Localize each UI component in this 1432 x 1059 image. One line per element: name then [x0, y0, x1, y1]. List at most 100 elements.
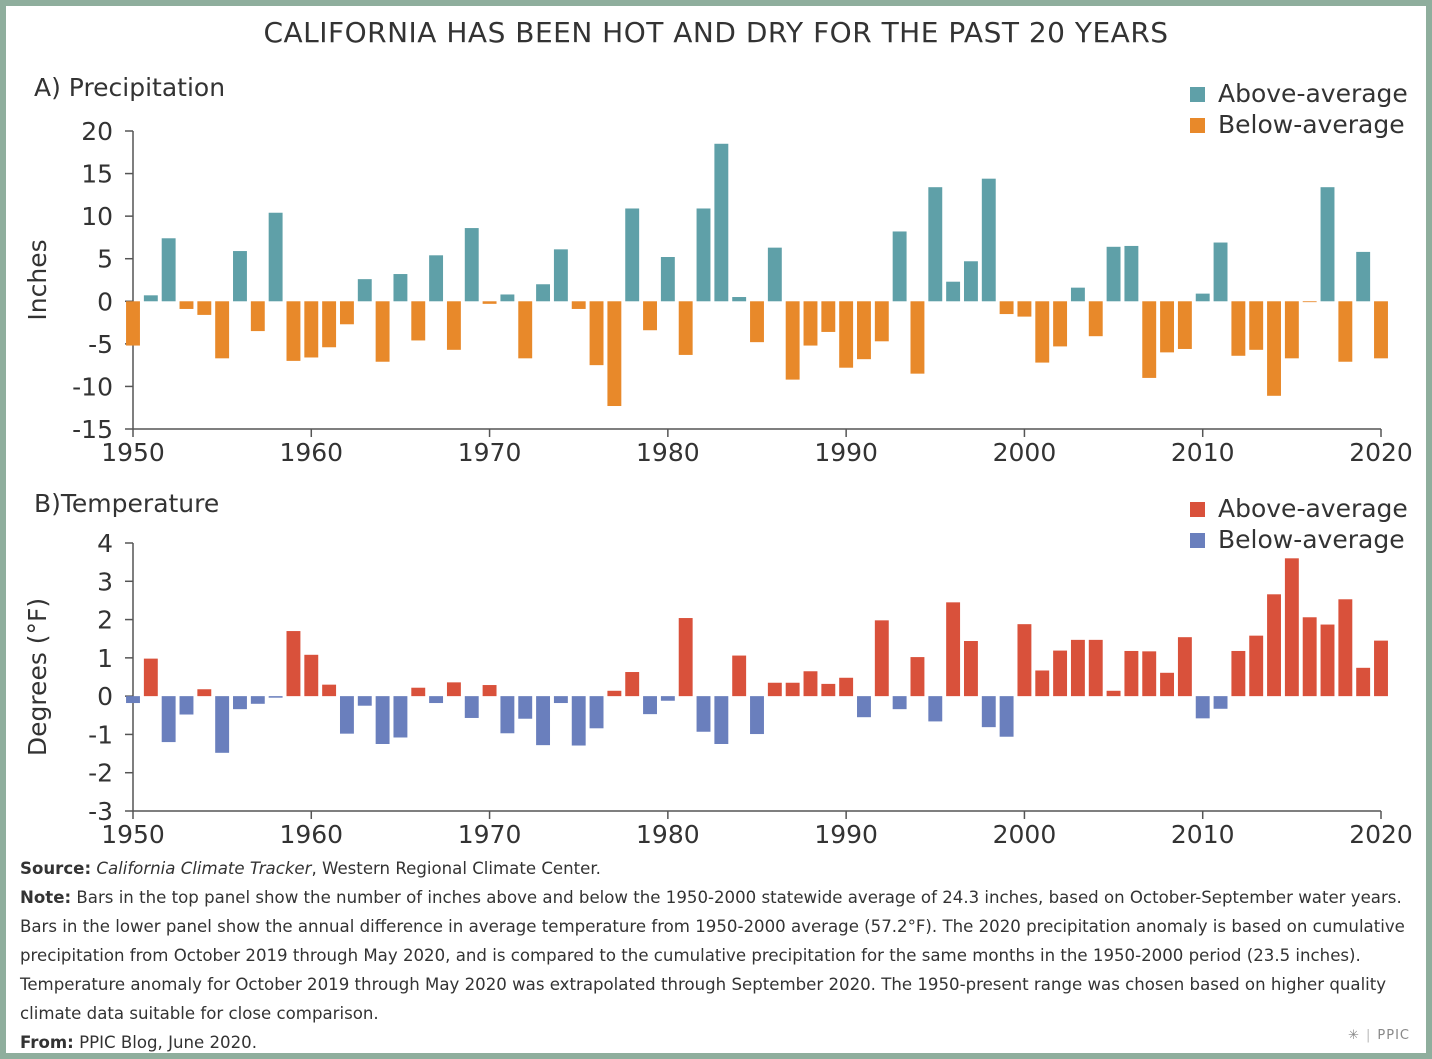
temp-x-tick-label: 2010	[1171, 820, 1235, 849]
temp-bar	[357, 696, 372, 706]
precip-bar	[767, 247, 782, 302]
temp-bar	[1088, 639, 1103, 697]
temp-bar	[1053, 650, 1068, 697]
precip-bar	[1284, 301, 1299, 359]
precip-bar	[411, 301, 426, 341]
precip-bar	[197, 301, 212, 315]
temperature-chart: B)Temperature Degrees (°F) -3 -2 -1 0 1 2 3 4 1950…	[23, 489, 1413, 849]
precip-bar	[714, 143, 729, 302]
precip-y-tick-label: 10	[81, 202, 113, 231]
precip-bar	[732, 297, 747, 302]
precip-bar	[553, 249, 568, 302]
temp-bar	[1035, 670, 1050, 697]
temp-bar	[250, 696, 265, 704]
temp-y-tick-label: 4	[97, 529, 113, 558]
temp-bar	[286, 631, 301, 697]
precip-bar	[464, 228, 479, 302]
temp-x-tick-label: 1960	[279, 820, 343, 849]
temp-bar	[874, 620, 889, 697]
temp-bar	[946, 602, 961, 697]
from-label: From:	[20, 1033, 74, 1052]
precip-bar	[1088, 301, 1103, 337]
note-paragraph: Note: Bars in the top panel show the num…	[20, 883, 1424, 1028]
temp-bar	[536, 696, 551, 746]
precip-bar	[643, 301, 657, 331]
source-italic: California Climate Tracker	[96, 859, 312, 878]
temp-bar	[518, 696, 533, 719]
precip-bar	[1302, 301, 1317, 303]
temp-bar	[322, 684, 337, 697]
temp-y-tick-label: 1	[97, 644, 113, 673]
precip-bar	[1320, 187, 1335, 302]
precip-bar	[874, 301, 889, 342]
precip-bar	[304, 301, 319, 358]
temp-bar	[839, 677, 854, 697]
temp-bar	[1320, 624, 1335, 697]
temp-bar	[429, 696, 444, 704]
temp-bar	[233, 696, 247, 710]
precip-bar	[357, 279, 372, 302]
temp-bar	[553, 696, 568, 704]
precip-bar	[1356, 251, 1371, 302]
precip-bar	[250, 301, 265, 332]
temp-bar	[660, 696, 675, 701]
precip-bar	[1195, 293, 1210, 302]
precip-y-tick-label: 20	[81, 117, 113, 146]
temp-bar	[411, 687, 426, 697]
temp-bar	[821, 683, 836, 697]
temp-bar	[643, 696, 657, 715]
temp-bar	[464, 696, 479, 718]
temp-x-tick-label: 2000	[993, 820, 1057, 849]
precip-bar	[910, 301, 925, 374]
precip-x-tick-label: 2010	[1171, 438, 1235, 467]
temp-x-tick-label: 1980	[636, 820, 700, 849]
temp-legend-label: Above-average	[1218, 494, 1408, 523]
precip-bar	[518, 301, 533, 359]
temp-bar	[1249, 635, 1264, 697]
precip-x-tick-label: 1990	[814, 438, 878, 467]
precip-x-tick-label: 1980	[636, 438, 700, 467]
precip-bar	[1070, 287, 1085, 302]
ppic-logo: ✳ | PPIC	[1348, 1028, 1410, 1043]
precip-bar	[1017, 301, 1032, 317]
temp-y-tick-label: -2	[88, 759, 113, 788]
precip-bar	[589, 301, 604, 366]
precip-bar	[999, 301, 1014, 315]
precip-bar	[1213, 242, 1228, 302]
precip-bar	[375, 301, 390, 362]
temp-bar	[215, 696, 230, 753]
precip-bar	[179, 301, 194, 309]
precip-bar	[696, 208, 711, 302]
temp-bar	[892, 696, 907, 710]
from-text: PPIC Blog, June 2020.	[79, 1033, 257, 1052]
temp-y-tick-label: 3	[97, 567, 113, 596]
precip-x-tick-label: 1970	[458, 438, 522, 467]
temp-bar	[1213, 696, 1228, 709]
temp-bar	[1356, 667, 1371, 697]
precip-bar	[660, 257, 675, 302]
precip-legend-label: Below-average	[1218, 110, 1405, 139]
precip-bar	[785, 301, 800, 380]
precip-y-tick-label: 15	[81, 160, 113, 189]
temp-bar	[1070, 639, 1085, 697]
precip-bar	[750, 301, 764, 343]
temp-bar	[1160, 672, 1175, 697]
temp-bar	[1106, 690, 1121, 697]
precip-bar	[1374, 301, 1388, 359]
precip-bar	[928, 187, 943, 302]
sunburst-icon: ✳	[1348, 1028, 1361, 1043]
temp-bar	[126, 696, 140, 704]
precip-bar	[446, 301, 461, 350]
precip-y-tick-label: -10	[72, 372, 113, 401]
temp-bar	[607, 690, 622, 697]
temp-bar	[446, 682, 461, 697]
temp-bar	[500, 696, 515, 734]
precip-bar	[821, 301, 836, 332]
precip-bar	[981, 178, 996, 302]
precip-bar	[1053, 301, 1068, 347]
temp-bar	[981, 696, 996, 728]
temp-bar	[1267, 594, 1281, 697]
temp-bar	[143, 658, 158, 697]
precip-bar	[571, 301, 586, 309]
precip-y-axis-label: Inches	[23, 239, 52, 320]
